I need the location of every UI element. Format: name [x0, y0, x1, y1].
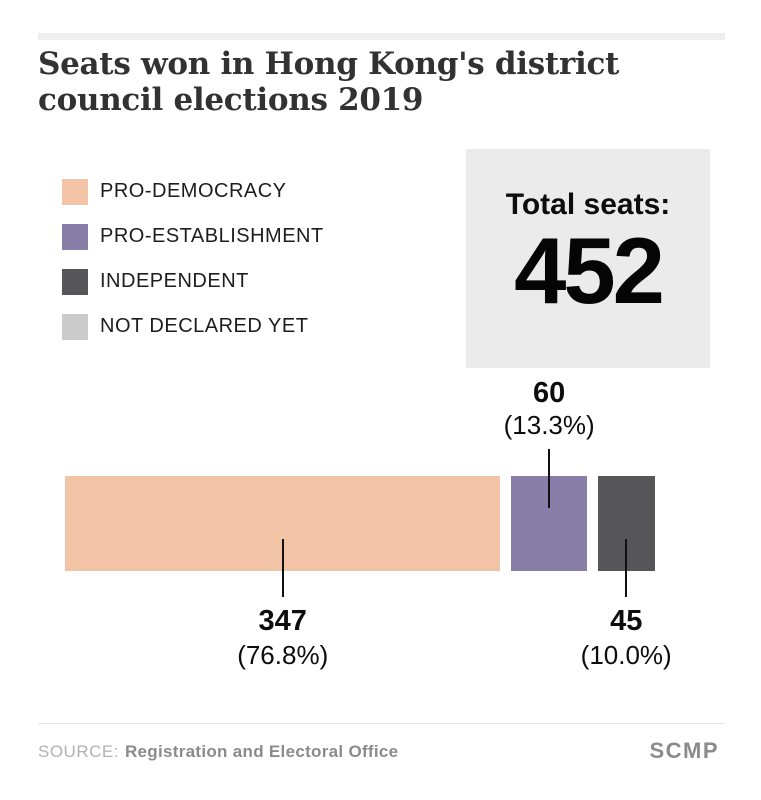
- legend-item-pro-establishment: PRO-ESTABLISHMENT: [62, 223, 324, 250]
- source-line: SOURCE: Registration and Electoral Office: [38, 742, 398, 762]
- total-seats-label: Total seats:: [505, 188, 671, 221]
- legend-label: PRO-DEMOCRACY: [100, 180, 287, 202]
- legend-label: PRO-ESTABLISHMENT: [100, 225, 324, 247]
- scmp-logo: SCMP: [649, 738, 719, 763]
- total-seats-value: 452: [514, 218, 665, 323]
- percent-label-independent: (10.0%): [580, 640, 672, 670]
- legend-item-independent: INDEPENDENT: [62, 268, 324, 295]
- source-prefix: SOURCE:: [38, 742, 119, 761]
- callout-line-independent: [625, 539, 628, 597]
- legend-label: INDEPENDENT: [100, 270, 249, 292]
- legend-swatch: [62, 268, 88, 295]
- page-title: Seats won in Hong Kong's district council…: [38, 46, 619, 118]
- value-label-pro-democracy: 347: [258, 605, 307, 637]
- title-line-2: council elections 2019: [38, 82, 424, 118]
- source-name: Registration and Electoral Office: [124, 742, 399, 761]
- legend-swatch: [62, 313, 88, 340]
- footer-divider: [38, 723, 725, 724]
- callout-line-pro-democracy: [281, 539, 284, 597]
- legend: PRO-DEMOCRACY PRO-ESTABLISHMENT INDEPENDEN…: [62, 178, 324, 358]
- percent-label-pro-democracy: (76.8%): [237, 640, 329, 670]
- legend-label: NOT DECLARED YET: [100, 315, 309, 337]
- value-label-independent: 45: [610, 605, 643, 637]
- callout-line-pro-establishment: [548, 449, 551, 508]
- total-seats-box: Total seats: 452: [466, 149, 710, 368]
- value-label-pro-establishment: 60: [533, 377, 566, 409]
- legend-item-pro-democracy: PRO-DEMOCRACY: [62, 178, 324, 205]
- legend-item-not-declared-yet: NOT DECLARED YET: [62, 313, 324, 340]
- title-line-1: Seats won in Hong Kong's district: [38, 46, 620, 82]
- legend-swatch: [62, 178, 88, 205]
- percent-label-pro-establishment: (13.3%): [503, 410, 595, 440]
- top-divider: [38, 33, 725, 40]
- legend-swatch: [62, 223, 88, 250]
